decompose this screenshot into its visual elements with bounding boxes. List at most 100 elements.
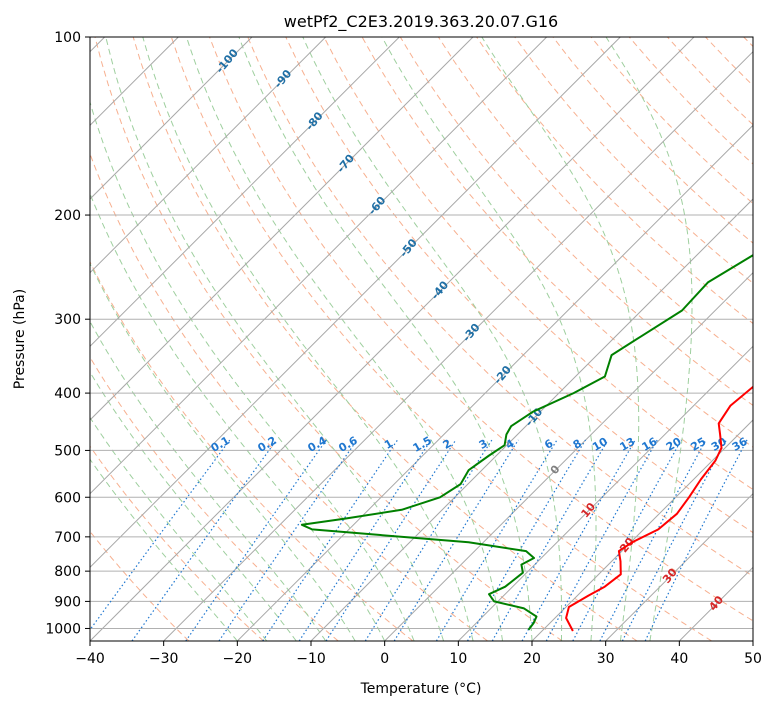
- x-tick-label: 40: [670, 651, 688, 667]
- moist-adiabat: [605, 37, 693, 641]
- moist-adiabat: [302, 37, 563, 641]
- mixing-ratio-line: [466, 439, 587, 641]
- x-tick-label: 50: [744, 651, 762, 667]
- moist-adiabat: [238, 37, 533, 641]
- mixing-ratio-line: [644, 439, 748, 641]
- x-tick-label: −20: [223, 651, 253, 667]
- dry-adiabat: [90, 530, 190, 641]
- mixing-ratio-label: 10: [590, 435, 610, 454]
- y-axis-ticks: 100 200 300 400 500 600 700 800 900 1000: [45, 30, 90, 637]
- dry-adiabat: [743, 37, 753, 48]
- plot-frame: [89, 36, 754, 642]
- mixing-ratio-label: 1.5: [411, 434, 434, 455]
- mixing-ratio-line: [325, 439, 457, 641]
- y-tick-label: 600: [54, 490, 81, 506]
- skewed-isotherm: [90, 37, 327, 274]
- mixing-ratio-line: [218, 439, 358, 641]
- dry-adiabat: [90, 356, 339, 641]
- dry-adiabat: [209, 37, 753, 622]
- mixing-ratio-line: [599, 439, 707, 641]
- x-tick-label: −40: [75, 651, 105, 667]
- temperature-profile: [565, 384, 753, 632]
- y-axis-label: Pressure (hPa): [12, 289, 28, 389]
- skewed-isotherm: [90, 37, 548, 495]
- dry-adiabat: [667, 37, 753, 126]
- background-lines: [90, 37, 753, 641]
- dry-adiabat: [90, 152, 488, 641]
- dry-adiabat: [170, 37, 712, 641]
- dry-adiabat: [94, 37, 563, 641]
- skewed-isotherm: [90, 37, 253, 200]
- mixing-ratio-line: [262, 439, 399, 641]
- skewed-isotherm: [90, 37, 474, 421]
- moist-adiabat: [186, 37, 503, 641]
- mixing-ratio-label: 36: [730, 435, 750, 454]
- moist-adiabat: [105, 37, 445, 641]
- skewed-isotherm: [236, 124, 753, 641]
- dry-adiabat: [476, 37, 753, 325]
- skewed-isotherm: [90, 37, 621, 569]
- mixing-ratio-label: 25: [689, 435, 709, 454]
- mixing-ratio-line: [491, 439, 609, 641]
- dewpoint-profile: [300, 254, 753, 631]
- skewed-isotherm: [90, 37, 695, 641]
- x-axis-label: Temperature (°C): [360, 681, 482, 697]
- moist-adiabat: [90, 262, 356, 641]
- y-tick-label: 500: [54, 443, 81, 459]
- moist-adiabat: [90, 416, 268, 641]
- chart-title: wetPf2_C2E3.2019.363.20.07.G16: [284, 12, 558, 32]
- y-tick-label: 400: [54, 386, 81, 402]
- dry-adiabat: [323, 37, 753, 491]
- profile-lines: [300, 254, 753, 632]
- dry-adiabat: [132, 37, 638, 641]
- dry-adiabat: [90, 445, 264, 641]
- x-tick-label: 20: [523, 651, 541, 667]
- skewed-isotherm: [90, 37, 400, 348]
- skewed-isotherm: [163, 50, 753, 641]
- dry-adiabat: [552, 37, 753, 244]
- mixing-ratio-label: 0.1: [209, 434, 232, 455]
- dry-adiabat: [285, 37, 753, 534]
- skewed-isotherm: [605, 492, 753, 641]
- x-axis-ticks: −40 −30 −20 −10 0 10 20 30 40 50: [75, 641, 762, 667]
- skewed-isotherm: [678, 566, 753, 641]
- dry-adiabat: [247, 37, 753, 577]
- y-tick-label: 900: [54, 594, 81, 610]
- mixing-ratio-line: [131, 439, 278, 641]
- y-tick-label: 1000: [45, 621, 81, 637]
- x-tick-label: −30: [149, 651, 179, 667]
- moist-adiabat: [481, 37, 640, 641]
- moist-adiabat: [90, 371, 297, 641]
- skewed-isotherm: [457, 345, 753, 641]
- dry-adiabat: [90, 260, 414, 641]
- skewed-isotherm: [531, 419, 753, 641]
- mixing-ratio-line: [393, 439, 519, 641]
- skewed-isotherm: [384, 271, 753, 641]
- moist-adiabat: [90, 192, 386, 641]
- mixing-ratio-label: 2: [441, 437, 454, 452]
- mixing-ratio-label: 0.4: [306, 434, 330, 455]
- dry-adiabat: [514, 37, 753, 284]
- moist-adiabat: [142, 37, 474, 641]
- y-tick-label: 700: [54, 530, 81, 546]
- mixing-ratio-line: [521, 439, 636, 641]
- mixing-ratio-line: [545, 439, 658, 641]
- mixing-ratio-label: 0.6: [336, 434, 360, 455]
- dry-adiabat: [705, 37, 753, 87]
- moist-adiabat: [90, 320, 327, 641]
- x-tick-label: 30: [597, 651, 615, 667]
- mixing-ratio-label: 16: [640, 435, 660, 454]
- dry-adiabat: [437, 37, 753, 365]
- mixing-ratio-line: [364, 439, 493, 641]
- moist-adiabat: [381, 37, 597, 641]
- mixing-ratio-line: [185, 439, 327, 641]
- y-tick-label: 800: [54, 564, 81, 580]
- isotherm-label: -100: [213, 46, 241, 76]
- y-tick-label: 100: [54, 30, 81, 46]
- y-tick-label: 200: [54, 208, 81, 224]
- skewed-isotherm: [752, 640, 753, 641]
- mixing-ratio-line: [90, 439, 231, 631]
- skewed-isotherm: [310, 198, 753, 641]
- x-tick-label: −10: [296, 651, 326, 667]
